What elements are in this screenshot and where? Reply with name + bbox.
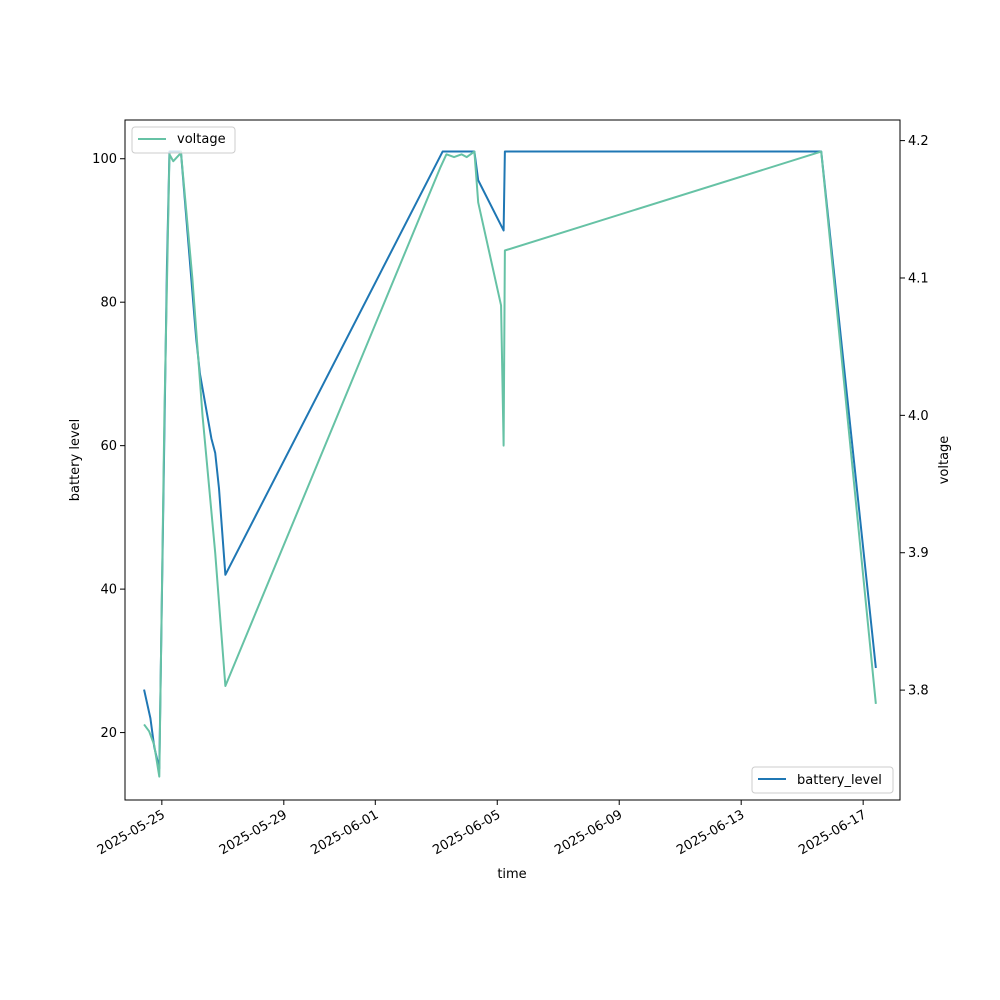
legend-voltage-box <box>131 126 236 154</box>
legend-voltage-label: voltage <box>177 132 226 147</box>
plot-frame <box>124 119 901 801</box>
x-tick-label: 2025-05-29 <box>217 807 290 858</box>
series-line-battery-level <box>143 150 877 770</box>
x-tick-label: 2025-06-05 <box>430 807 503 858</box>
y-left-axis-title: battery level <box>68 419 83 502</box>
y-left-tick-label: 100 <box>92 152 117 167</box>
x-tick-label: 2025-06-13 <box>674 807 747 858</box>
legend-voltage: voltage <box>131 126 236 154</box>
y-right-tick-label: 4.0 <box>908 409 929 424</box>
x-tick-label: 2025-06-17 <box>796 807 869 858</box>
y-left-tick-label: 40 <box>100 583 117 598</box>
y-right-tick-label: 4.2 <box>908 134 929 149</box>
y-left-tick-label: 80 <box>100 296 117 311</box>
legend-battery-level-box <box>751 766 894 794</box>
y-right-axis-title: voltage <box>937 436 952 485</box>
y-right-tick-label: 3.9 <box>908 546 929 561</box>
x-axis-title: time <box>497 867 526 882</box>
legend-battery-level: battery_level <box>751 766 894 794</box>
y-left-tick-label: 20 <box>100 726 117 741</box>
y-right-tick-label: 3.8 <box>908 684 929 699</box>
x-tick-label: 2025-05-25 <box>95 807 168 858</box>
x-tick-label: 2025-06-01 <box>308 807 381 858</box>
legend-battery-level-label: battery_level <box>797 773 882 788</box>
series-line-voltage <box>143 150 877 778</box>
y-right-tick-label: 4.1 <box>908 271 929 286</box>
y-left-tick-label: 60 <box>100 439 117 454</box>
x-tick-label: 2025-06-09 <box>552 807 625 858</box>
